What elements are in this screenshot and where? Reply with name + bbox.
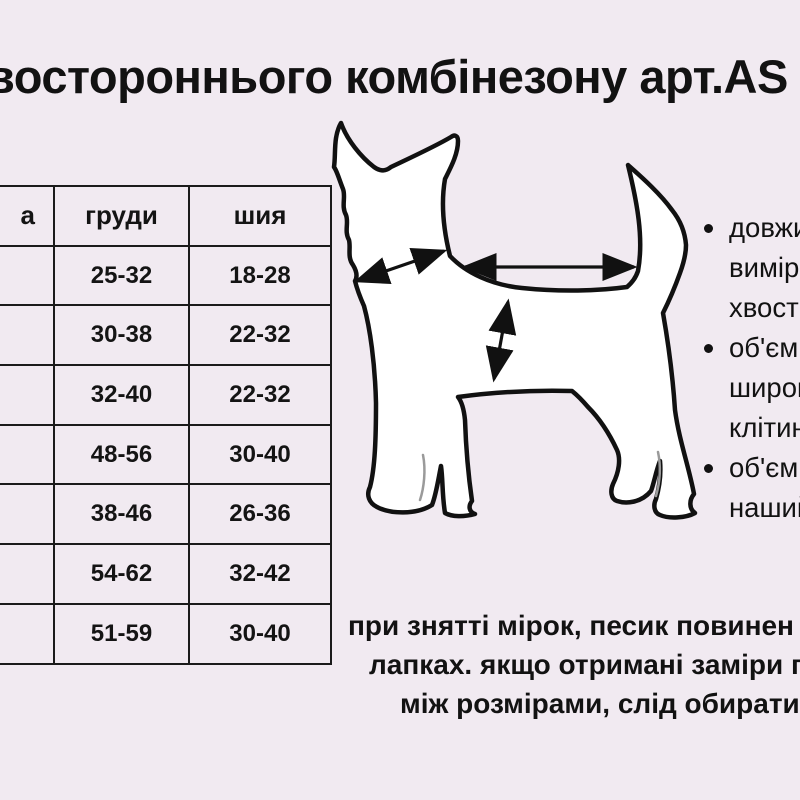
table-row: 25-32 18-28	[0, 244, 332, 307]
chest-depth-arrow	[485, 298, 517, 383]
neck-cell: 32-42	[188, 543, 332, 605]
chest-cell: 54-62	[53, 543, 190, 605]
chest-cell: 25-32	[53, 244, 190, 307]
chest-cell: 32-40	[53, 364, 190, 426]
note-line: об'єм	[729, 452, 799, 483]
neck-girth-arrow	[353, 248, 448, 284]
dog-outline	[331, 120, 698, 520]
note-line: довжин	[729, 212, 800, 243]
note-line: вимірю	[729, 252, 800, 283]
chest-cell: 48-56	[53, 423, 190, 486]
instruction-line: лапках. якщо отримані заміри пе	[369, 649, 800, 680]
chest-cell: 30-38	[53, 304, 190, 367]
size-cell	[0, 483, 55, 546]
size-cell	[0, 304, 55, 367]
bullet-dot-icon	[704, 463, 713, 473]
neck-cell: 18-28	[188, 244, 332, 307]
table-row: 54-62 32-42	[0, 543, 332, 605]
note-line: хвости	[729, 292, 800, 323]
instruction-line: при знятті мірок, песик повинен с	[348, 610, 800, 641]
measuring-instructions: при знятті мірок, песик повинен с лапках…	[348, 606, 800, 723]
note-line: клітин	[729, 412, 800, 443]
front-leg-separator	[418, 453, 426, 502]
table-header-row: а груди шия	[0, 185, 332, 247]
column-header-size-fragment: а	[0, 185, 55, 247]
list-item: довжин вимірю хвости	[704, 208, 800, 328]
neck-cell: 30-40	[188, 602, 332, 665]
size-table: а груди шия 25-32 18-28 30-38 22-32 32-4…	[0, 185, 332, 665]
chest-cell: 38-46	[53, 483, 190, 546]
size-cell	[0, 543, 55, 605]
table-row: 48-56 30-40	[0, 423, 332, 486]
note-line: наший	[729, 492, 800, 523]
table-row: 30-38 22-32	[0, 304, 332, 367]
bullet-dot-icon	[704, 223, 713, 233]
instruction-line: між розмірами, слід обирати б	[400, 688, 800, 719]
size-cell	[0, 602, 55, 665]
note-line: об'єм	[729, 332, 799, 363]
chest-cell: 51-59	[53, 602, 190, 665]
column-header-neck: шия	[188, 185, 332, 247]
size-cell	[0, 364, 55, 426]
dog-measurement-diagram	[331, 120, 698, 520]
bullet-dot-icon	[704, 343, 713, 353]
column-header-chest: груди	[53, 185, 190, 247]
size-cell	[0, 423, 55, 486]
table-row: 51-59 30-40	[0, 602, 332, 665]
page-title: востороннього комбінезону арт.AS De	[0, 50, 800, 103]
size-cell	[0, 244, 55, 307]
neck-cell: 22-32	[188, 364, 332, 426]
neck-cell: 30-40	[188, 423, 332, 486]
rear-leg-separator	[654, 450, 661, 498]
table-row: 32-40 22-32	[0, 364, 332, 426]
neck-cell: 22-32	[188, 304, 332, 367]
list-item: об'єм наший	[704, 448, 800, 528]
table-row: 38-46 26-36	[0, 483, 332, 546]
neck-cell: 26-36	[188, 483, 332, 546]
